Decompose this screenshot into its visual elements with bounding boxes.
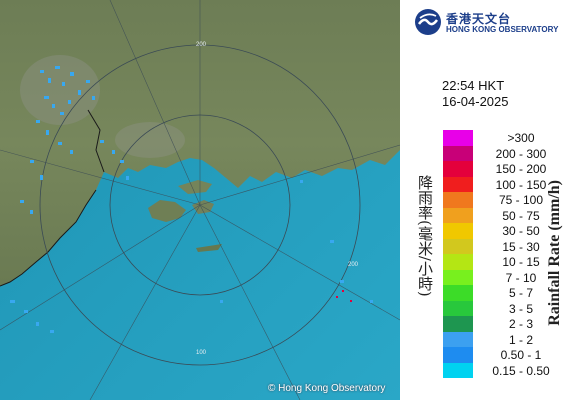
- legend-range-label: 10 - 15: [502, 255, 540, 269]
- legend-range-label: 7 - 10: [505, 270, 537, 285]
- legend-row: 1 - 2: [443, 331, 563, 347]
- copyright-text: © Hong Kong Observatory: [268, 383, 386, 394]
- legend-range-label: 2 - 3: [508, 317, 533, 331]
- rainfall-legend: >300 200 - 300 150 - 200 100 - 150 75 - 100 5…: [443, 130, 563, 378]
- legend-range-label: 15 - 30: [502, 239, 540, 254]
- legend-swatch: [443, 362, 473, 378]
- legend-row: 0.15 - 0.50: [443, 362, 563, 378]
- legend-title-zh: 降雨率(毫米/小時): [416, 175, 434, 297]
- legend-row: 150 - 200: [443, 161, 563, 177]
- legend-row: 30 - 50: [443, 223, 563, 239]
- legend-swatch: [443, 254, 473, 270]
- legend-swatch: [443, 238, 473, 254]
- legend-swatch: [443, 161, 473, 177]
- legend-range-label: 1 - 2: [508, 332, 533, 347]
- ring-label: 100: [196, 350, 207, 356]
- legend-swatch: [443, 347, 473, 363]
- legend-row: 100 - 150: [443, 176, 563, 192]
- legend-row: 200 - 300: [443, 145, 563, 161]
- hko-logo: 香港天文台 HONG KONG OBSERVATORY: [414, 8, 574, 38]
- legend-swatch: [443, 130, 473, 146]
- urban-area: [115, 122, 185, 158]
- legend-range-label: 100 - 150: [495, 177, 547, 192]
- legend-range-label: 200 - 300: [495, 146, 547, 161]
- legend-swatch: [443, 316, 473, 332]
- legend-range-label: 30 - 50: [502, 224, 540, 238]
- rain-cores: [336, 290, 352, 302]
- lantau-island: [148, 200, 186, 222]
- logo-text-en: HONG KONG OBSERVATORY: [446, 25, 559, 34]
- legend-row: 0.50 - 1: [443, 347, 563, 363]
- legend-swatch: [443, 269, 473, 285]
- legend-row: 10 - 15: [443, 254, 563, 270]
- legend-range-label: 5 - 7: [508, 286, 533, 300]
- rain-echoes: [10, 66, 373, 333]
- legend-swatch: [443, 300, 473, 316]
- legend-swatch: [443, 192, 473, 208]
- legend-swatch: [443, 207, 473, 223]
- legend-row: 75 - 100: [443, 192, 563, 208]
- legend-range-label: 75 - 100: [498, 193, 544, 207]
- island: [196, 244, 222, 252]
- legend-row: 7 - 10: [443, 269, 563, 285]
- legend-swatch: [443, 176, 473, 192]
- legend-panel: 香港天文台 HONG KONG OBSERVATORY 22:54 HKT 16…: [400, 0, 577, 400]
- hko-logo-icon: [415, 9, 441, 35]
- legend-range-label: 0.50 - 1: [500, 348, 542, 362]
- legend-range-label: 3 - 5: [508, 301, 533, 316]
- ring-label: 200: [348, 262, 359, 268]
- island: [178, 180, 212, 194]
- radial-lines: [0, 0, 400, 400]
- legend-range-label: 150 - 200: [495, 162, 547, 176]
- legend-row: 3 - 5: [443, 300, 563, 316]
- legend-range-label: 0.15 - 0.50: [492, 363, 550, 378]
- legend-title-en: Rainfall Rate (mm/h): [546, 180, 563, 326]
- legend-swatch: [443, 331, 473, 347]
- legend-row: 2 - 3: [443, 316, 563, 332]
- time-label: 22:54 HKT: [442, 78, 505, 93]
- ring-label: 200: [196, 42, 207, 48]
- radar-map: 200 200 100 © Hong Kong Observatory: [0, 0, 400, 400]
- legend-swatch: [443, 223, 473, 239]
- radar-map-canvas: [0, 0, 400, 400]
- legend-range-label: 50 - 75: [502, 208, 540, 223]
- legend-range-label: >300: [507, 131, 535, 145]
- legend-swatch: [443, 145, 473, 161]
- date-label: 16-04-2025: [442, 94, 509, 109]
- logo-text-zh: 香港天文台: [446, 12, 512, 26]
- legend-swatch: [443, 285, 473, 301]
- legend-row: 15 - 30: [443, 238, 563, 254]
- legend-row: 5 - 7: [443, 285, 563, 301]
- legend-row: >300: [443, 130, 563, 146]
- legend-row: 50 - 75: [443, 207, 563, 223]
